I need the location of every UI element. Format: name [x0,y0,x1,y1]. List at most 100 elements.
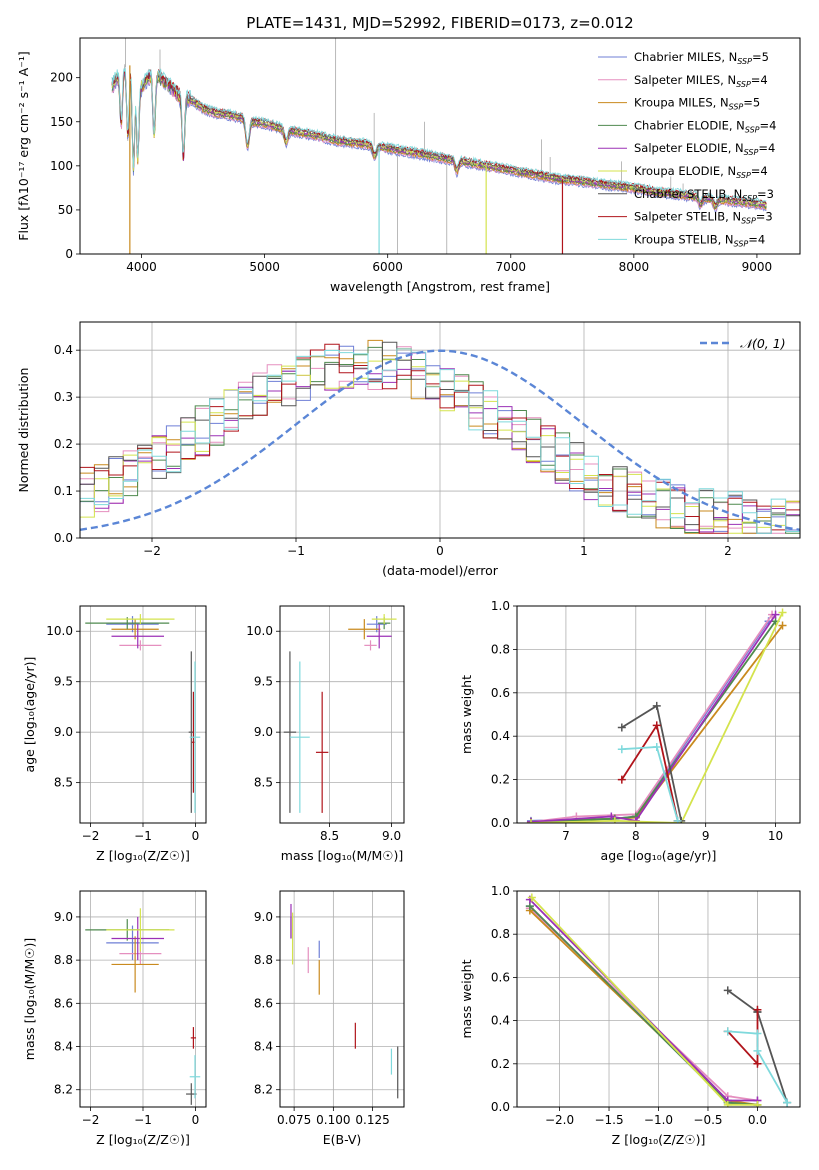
weight-line [530,614,773,823]
weight-marker [753,1029,762,1038]
x-tick-label: −2 [82,1113,100,1127]
axes-age_Z: −2 −1 0 8.5 9.0 9.5 10.0 Z [log₁₀(Z/Z☉)] age [lo… [22,605,207,863]
x-tick-label: −2 [143,544,161,558]
y-axis-label: Flux [fλ10⁻¹⁷ erg cm⁻² s⁻¹ A⁻¹] [16,51,31,240]
y-axis-label: mass weight [459,675,474,754]
x-tick-label: −0.5 [693,1113,722,1127]
x-axis-label: Z [log₁₀(Z/Z☉)] [96,848,190,863]
y-tick-label: 0.0 [491,816,510,830]
y-tick-label: 8.8 [254,953,273,967]
y-tick-label: 0.4 [54,343,73,357]
y-axis-label: Normed distribution [16,368,31,493]
axes-mass_ebv: 0.075 0.100 0.125 8.2 8.4 8.6 8.8 9.0 E(B-V) [254,890,405,1147]
legend-entry-subscript: SSP [737,57,752,66]
y-tick-label: 9.5 [254,675,273,689]
legend-entry-subscript: SSP [734,239,749,248]
x-tick-label: 9000 [742,260,773,274]
x-axis-label: E(B-V) [323,1132,362,1147]
legend-entry-count: =3 [757,187,774,201]
weight-marker [753,1046,762,1055]
weight-marker [652,721,661,730]
weight-marker [778,608,787,617]
axes-frame [79,321,801,539]
y-tick-label: 8.5 [254,776,273,790]
weight-marker [610,816,619,823]
legend-entry: Chabrier ELODIE, NSSP=4 [634,118,776,134]
legend-entry-subscript: SSP [741,217,756,226]
x-tick-label: −1 [134,1113,152,1127]
weight-marker [753,1100,762,1107]
y-axis-label: mass [log₁₀(M/M☉)] [22,938,37,1060]
x-axis-label: Z [log₁₀(Z/Z☉)] [96,1132,190,1147]
legend-entry: Salpeter STELIB, NSSP=3 [634,210,773,226]
legend-entry-count: =4 [748,232,765,246]
y-tick-label: 8.4 [54,1040,73,1054]
y-tick-label: 9.0 [54,910,73,924]
x-tick-label: 0 [436,544,444,558]
x-tick-label: −2.0 [545,1113,574,1127]
axes-massweight_Z: −2.0 −1.5 −1.0 −0.5 0.0 0.0 0.2 0.4 0.6 0.8 1.0 Z [… [459,884,801,1147]
spectrum-model-line [111,71,767,208]
weight-marker [617,723,626,732]
errorbar-point [119,640,162,651]
x-tick-label: 0.125 [355,1113,389,1127]
weight-marker [723,986,732,995]
errorbar-point [111,624,164,649]
axes-frame [516,605,801,824]
legend-entry-count: =4 [760,118,777,132]
errorbar-point [364,640,377,651]
legend-entry: Kroupa ELODIE, NSSP=4 [634,164,768,180]
weight-line [530,614,777,823]
weight-marker [652,743,661,752]
x-axis-label: (data-model)/error [382,563,499,578]
legend-entry-subscript: SSP [742,194,757,203]
errorbar-point [106,614,175,625]
axes-frame [516,890,801,1108]
x-tick-label: 0 [192,1113,200,1127]
x-tick-label: 8000 [619,260,650,274]
x-tick-label: 8.5 [320,829,339,843]
legend-entry-label: Chabrier STELIB, N [634,187,742,201]
normal-curve [80,349,800,531]
y-tick-label: 8.8 [54,953,73,967]
axes-residuals: −2 −1 0 1 2 0.0 0.1 0.2 0.3 0.4 (data-model)/error… [16,321,801,578]
errorbar-point [190,1027,197,1049]
legend-entry: 𝒩(0, 1) [740,336,786,351]
x-tick-label: 8 [632,829,640,843]
x-tick-label: 0.075 [277,1113,311,1127]
x-tick-label: 0.0 [748,1113,767,1127]
weight-marker [607,812,616,821]
legend-entry: Chabrier STELIB, NSSP=3 [634,187,774,203]
y-tick-label: 1.0 [491,599,510,613]
axes-spectrum: 4000 5000 6000 7000 8000 9000 0 50 100 150 200 wave… [16,37,801,294]
x-tick-label: −1.5 [594,1113,623,1127]
axes-massweight_age: 7 8 9 10 0.0 0.2 0.4 0.6 0.8 1.0 age [log₁₀(age/yr… [459,599,801,863]
axes-frame [79,890,207,1108]
errorbar-point [106,925,159,961]
y-tick-label: 10.0 [246,624,273,638]
axes-frame [279,605,405,824]
y-tick-label: 8.5 [54,776,73,790]
weight-marker [526,819,535,823]
weight-marker [527,893,536,902]
legend-entry-label: Salpeter STELIB, N [634,210,741,224]
weight-marker [617,775,626,784]
plot-area-mass_ebv [290,903,399,1099]
plot-area-mass_Z [85,908,201,1105]
legend-entry-count: =4 [751,73,768,87]
y-tick-label: 0.2 [491,1057,510,1071]
legend-entry-label: Chabrier ELODIE, N [634,118,745,132]
y-tick-label: 150 [50,115,73,129]
errorbar-point [315,691,329,813]
y-tick-label: 0.3 [54,390,73,404]
errorbar-point [371,614,397,625]
legend-entry-count: =3 [756,210,773,224]
y-tick-label: 0.2 [491,773,510,787]
errorbar-point [189,1055,201,1099]
x-tick-label: 10 [768,829,783,843]
y-tick-label: 8.4 [254,1040,273,1054]
y-axis-label: age [log₁₀(age/yr)] [22,657,37,773]
x-axis-label: mass [log₁₀(M/M☉)] [281,848,403,863]
legend-entry-subscript: SSP [729,103,744,112]
